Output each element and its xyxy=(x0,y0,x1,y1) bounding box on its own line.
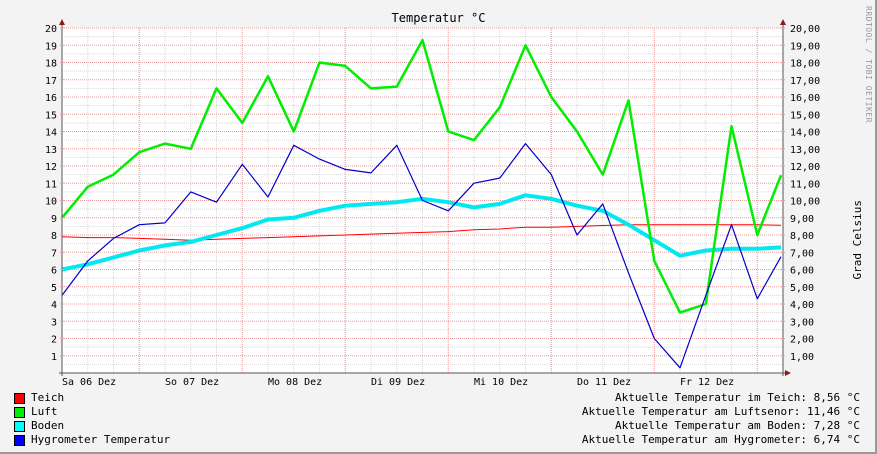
y-tick-left: 19 xyxy=(45,41,57,52)
y-tick-left: 8 xyxy=(51,231,57,242)
y-tick-right: 9,00 xyxy=(790,214,814,225)
y-tick-left: 10 xyxy=(45,197,57,208)
current-hygrometer: Aktuelle Temperatur am Hygrometer: 6,74 … xyxy=(581,433,860,446)
current-boden: Aktuelle Temperatur am Boden: 7,28 °C xyxy=(614,419,860,432)
chart-title: Temperatur °C xyxy=(391,11,486,25)
y-tick-left: 16 xyxy=(45,93,57,104)
y-tick-left: 5 xyxy=(51,283,57,294)
y-tick-left: 7 xyxy=(51,248,57,259)
y-tick-right: 16,00 xyxy=(790,93,820,104)
x-tick: Do 11 Dez xyxy=(577,377,631,388)
y-axis-arrow-icon xyxy=(780,19,786,25)
y-tick-left: 6 xyxy=(51,266,57,277)
y-tick-left: 2 xyxy=(51,335,57,346)
y-tick-right: 4,00 xyxy=(790,300,814,311)
x-tick: Fr 12 Dez xyxy=(680,377,734,388)
x-tick: So 07 Dez xyxy=(165,377,219,388)
y-tick-right: 8,00 xyxy=(790,231,814,242)
series-line-teich xyxy=(61,224,782,241)
y-tick-right: 17,00 xyxy=(790,76,820,87)
y-tick-left: 15 xyxy=(45,110,57,121)
y-tick-left: 14 xyxy=(45,128,57,139)
y-tick-left: 11 xyxy=(45,179,57,190)
y-tick-left: 3 xyxy=(51,317,57,328)
y-tick-left: 1 xyxy=(51,352,57,363)
rrdtool-watermark: RRDTOOL / TOBI OETIKER xyxy=(864,6,873,123)
y-tick-left: 17 xyxy=(45,76,57,87)
x-tick: Mi 10 Dez xyxy=(474,377,528,388)
x-tick: Sa 06 Dez xyxy=(62,377,116,388)
x-tick: Mo 08 Dez xyxy=(268,377,322,388)
y-tick-right: 5,00 xyxy=(790,283,814,294)
y-axis-arrow-icon xyxy=(59,19,65,25)
current-luft: Aktuelle Temperatur am Luftsenor: 11,46 … xyxy=(581,405,860,418)
y-tick-right: 13,00 xyxy=(790,145,820,156)
y-tick-left: 13 xyxy=(45,145,57,156)
legend: Teich Luft Boden Hygrometer Temperatur xyxy=(14,391,170,447)
y-tick-right: 1,00 xyxy=(790,352,814,363)
y-tick-right: 14,00 xyxy=(790,128,820,139)
y-tick-right: 2,00 xyxy=(790,335,814,346)
y-tick-right: 18,00 xyxy=(790,59,820,70)
luft-swatch-icon xyxy=(14,406,25,418)
y-tick-left: 20 xyxy=(45,24,57,35)
x-tick: Di 09 Dez xyxy=(371,377,425,388)
legend-item-luft: Luft xyxy=(14,405,170,419)
series-line-boden xyxy=(61,193,782,272)
y-tick-right: 15,00 xyxy=(790,110,820,121)
series-line-luft xyxy=(61,38,783,314)
y-tick-right: 10,00 xyxy=(790,197,820,208)
legend-item-teich: Teich xyxy=(14,391,170,405)
y-axis-label: Grad Celsius xyxy=(851,200,864,280)
y-tick-right: 3,00 xyxy=(790,317,814,328)
y-tick-right: 19,00 xyxy=(790,41,820,52)
teich-swatch-icon xyxy=(14,392,25,404)
boden-swatch-icon xyxy=(14,420,25,432)
legend-item-boden: Boden xyxy=(14,419,170,433)
legend-item-hygrometer: Hygrometer Temperatur xyxy=(14,433,170,447)
y-tick-right: 11,00 xyxy=(790,179,820,190)
y-tick-left: 4 xyxy=(51,300,57,311)
y-tick-right: 12,00 xyxy=(790,162,820,173)
current-teich: Aktuelle Temperatur im Teich: 8,56 °C xyxy=(614,391,860,404)
y-tick-right: 20,00 xyxy=(790,24,820,35)
y-tick-right: 6,00 xyxy=(790,266,814,277)
y-tick-left: 18 xyxy=(45,59,57,70)
hygrometer-swatch-icon xyxy=(14,434,25,446)
y-tick-right: 7,00 xyxy=(790,248,814,259)
x-axis-arrow-icon xyxy=(785,370,791,376)
series-line-hygrometer-temperatur xyxy=(61,143,782,369)
y-tick-left: 9 xyxy=(51,214,57,225)
current-values: Aktuelle Temperatur im Teich: 8,56 °C Ak… xyxy=(582,391,860,447)
y-tick-left: 12 xyxy=(45,162,57,173)
